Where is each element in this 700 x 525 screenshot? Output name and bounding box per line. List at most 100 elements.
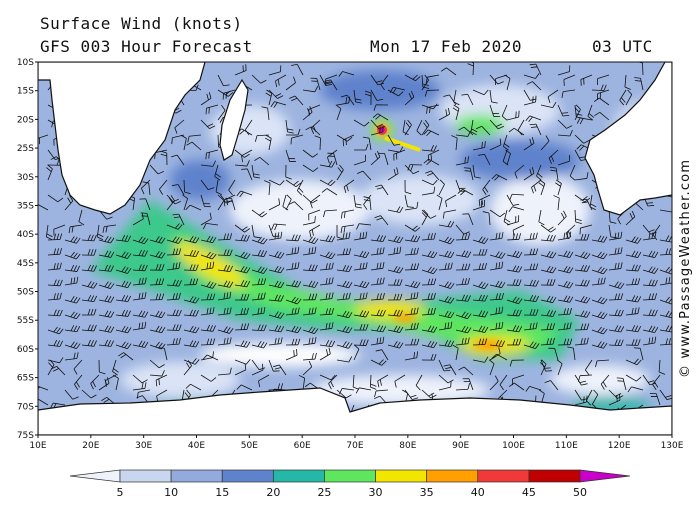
wind-barb <box>443 94 457 106</box>
wind-barb <box>302 352 317 361</box>
wind-barb <box>187 134 202 143</box>
wind-barb <box>353 250 370 259</box>
wind-barb <box>421 119 430 136</box>
wind-barb <box>325 74 338 86</box>
wind-barb <box>268 65 282 76</box>
lon-label: 60E <box>294 441 311 451</box>
land <box>38 62 672 435</box>
wind-barb <box>491 353 508 361</box>
wind-barb <box>98 281 115 289</box>
wind-barb <box>489 375 499 391</box>
wind-barb <box>463 167 474 181</box>
wind-barb <box>423 158 440 166</box>
wind-barb <box>217 280 234 288</box>
wind-barb <box>540 323 556 331</box>
wind-barb <box>324 79 338 91</box>
wind-barb <box>217 74 230 87</box>
wind-barb <box>608 224 618 239</box>
wind-barb <box>506 338 522 346</box>
wind-barb <box>370 277 385 286</box>
wind-barb <box>404 235 421 243</box>
wind-barb <box>217 194 225 211</box>
wind-barb <box>319 307 334 316</box>
wind-barb <box>472 294 488 302</box>
wind-barb <box>353 194 362 209</box>
africa-landmass <box>38 62 206 215</box>
wind-barb <box>251 249 268 257</box>
madagascar-landmass <box>219 78 249 161</box>
wind-barb <box>47 309 63 317</box>
wind-barb <box>462 378 474 391</box>
wind-barb <box>472 338 488 346</box>
wind-barb <box>81 234 97 242</box>
wind-barb <box>540 337 555 346</box>
wind-barb <box>261 106 270 121</box>
wind-barb <box>251 306 266 316</box>
wind-barb <box>608 231 623 241</box>
wind-barb <box>251 363 264 376</box>
wind-barb <box>634 77 644 91</box>
wind-barb <box>183 360 192 376</box>
wind-barb <box>489 104 501 117</box>
wind-barb <box>370 89 384 101</box>
wind-barb <box>404 247 419 256</box>
wind-barb <box>319 292 334 301</box>
wind-barb <box>362 136 372 151</box>
wind-barb <box>234 363 247 376</box>
wind-barb <box>387 325 404 333</box>
wind-barb <box>593 97 610 106</box>
wind-barb <box>319 322 334 331</box>
wind-barb <box>234 307 249 316</box>
wind-barb <box>200 179 215 191</box>
wind-barb <box>375 349 389 361</box>
wind-barb <box>482 211 491 226</box>
lat-label: 70S <box>17 402 34 412</box>
wind-barb <box>265 89 273 106</box>
wind-barb <box>489 321 504 331</box>
wind-barb <box>47 339 64 347</box>
wind-barb <box>489 339 506 347</box>
wind-barb <box>421 145 437 152</box>
wind-barb <box>251 164 261 179</box>
wind-barb <box>404 263 420 271</box>
wind-barb <box>438 339 455 348</box>
wind-barb <box>285 164 292 180</box>
wind-barb <box>183 296 200 304</box>
wind-barb <box>574 395 588 406</box>
wind-barb <box>214 164 221 181</box>
lon-label: 130E <box>661 441 684 451</box>
wind-barb <box>580 198 593 211</box>
legend-swatch <box>170 469 223 483</box>
wind-barb <box>336 325 353 334</box>
wind-barb <box>327 152 338 166</box>
wind-barb <box>251 266 268 274</box>
wind-barb <box>288 201 304 211</box>
wind-barb <box>421 232 436 241</box>
wind-barb <box>556 359 563 376</box>
legend-swatch <box>426 469 479 483</box>
wind-barb <box>64 236 81 244</box>
wind-barb <box>302 149 319 158</box>
wind-barb <box>574 251 591 260</box>
wind-barb <box>557 307 572 316</box>
wind-barb <box>64 352 79 361</box>
legend-tick-label: 40 <box>471 486 485 499</box>
wind-barb <box>251 224 261 239</box>
wind-barb <box>608 262 623 271</box>
wind-barb <box>506 250 523 258</box>
wind-barb <box>205 149 219 160</box>
wind-barb <box>574 374 588 386</box>
wind-barb <box>557 338 573 346</box>
wind-barb <box>64 264 81 272</box>
wind-barb <box>523 248 539 256</box>
wind-barb <box>302 236 319 245</box>
wind-barb <box>302 326 319 335</box>
wind-barb <box>472 310 489 318</box>
wind-barb <box>336 134 353 142</box>
wind-barb <box>336 389 352 399</box>
wind-barb <box>314 135 321 151</box>
wind-barb <box>149 341 166 350</box>
wind-barb <box>200 194 211 208</box>
wind-barb <box>160 150 168 166</box>
wind-barb <box>183 309 199 317</box>
